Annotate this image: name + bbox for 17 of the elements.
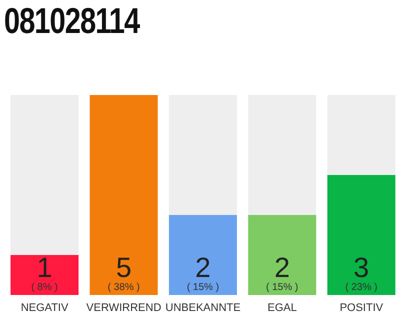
annotation: ( 15% ): [266, 282, 298, 293]
annotation: ( 8% ): [31, 282, 58, 293]
annotation: ( 15% ): [186, 282, 220, 293]
x-tick-label: NEGATIV: [20, 302, 69, 314]
annotation: ( 38% ): [108, 282, 140, 293]
x-tick-label: UNBEKANNTE: [165, 302, 241, 314]
data-label: 5: [116, 252, 132, 283]
chart-title: 081028114: [4, 0, 140, 42]
x-tick-label: EGAL: [268, 302, 297, 314]
data-label: 3: [354, 252, 370, 283]
data-label: 1: [36, 252, 52, 283]
bar: [10, 255, 79, 295]
x-tick-label: POSITIV: [340, 302, 384, 314]
x-tick-label: VERWIRREND: [86, 302, 162, 314]
annotation: ( 23% ): [345, 282, 378, 293]
data-label: 2: [195, 252, 211, 283]
data-label: 2: [274, 252, 290, 283]
